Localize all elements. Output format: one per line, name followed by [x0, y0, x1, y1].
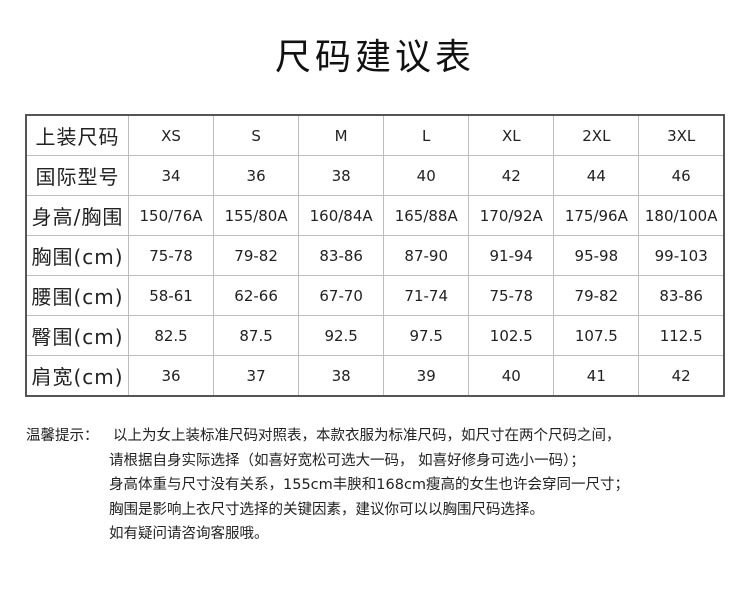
table-cell: 46 [638, 155, 725, 196]
table-cell: 42 [468, 155, 555, 196]
table-cell: 87.5 [213, 315, 300, 356]
table-cell: 95-98 [553, 235, 640, 276]
table-cell: 37 [213, 355, 300, 397]
table-cell: 165/88A [383, 195, 470, 236]
table-row: 腰围(cm) 58-61 62-66 67-70 71-74 75-78 79-82 83-8… [25, 275, 725, 316]
row-label: 胸围(cm) [25, 235, 129, 276]
table-cell: 75-78 [127, 235, 215, 276]
table-cell: 112.5 [638, 315, 725, 356]
table-cell: 34 [127, 155, 215, 196]
table-cell: 58-61 [127, 275, 215, 316]
table-cell: 82.5 [127, 315, 215, 356]
table-cell: 83-86 [638, 275, 725, 316]
table-cell: 180/100A [638, 195, 725, 236]
table-cell: 99-103 [638, 235, 725, 276]
table-cell: S [213, 114, 300, 156]
note-line: 如有疑问请咨询客服哦。 [109, 526, 269, 542]
size-chart-table: 上装尺码 XS S M L XL 2XL 3XL 国际型号 34 36 38 40 42 44 46 身高/胸围… [25, 114, 725, 397]
row-label: 肩宽(cm) [25, 355, 129, 397]
table-cell: 44 [553, 155, 640, 196]
table-cell: XS [127, 114, 215, 156]
page-title: 尺码建议表 [274, 37, 475, 78]
notes: 温馨提示： 以上为女上装标准尺码对照表，本款衣服为标准尺码，如尺寸在两个尺码之间… [26, 424, 629, 547]
table-cell: 107.5 [553, 315, 640, 356]
table-cell: 170/92A [468, 195, 555, 236]
table-row: 臀围(cm) 82.5 87.5 92.5 97.5 102.5 107.5 112.5 [25, 315, 725, 356]
note-line: 请根据自身实际选择（如喜好宽松可选大一码， 如喜好修身可选小一码）； [109, 452, 585, 469]
note-line: 胸围是影响上衣尺寸选择的关键因素，建议你可以以胸围尺码选择。 [109, 501, 544, 518]
table-cell: 102.5 [468, 315, 555, 356]
row-label: 腰围(cm) [25, 275, 129, 316]
note-line: 以上为女上装标准尺码对照表，本款衣服为标准尺码，如尺寸在两个尺码之间， [113, 428, 621, 444]
table-cell: 97.5 [383, 315, 470, 356]
row-label: 臀围(cm) [25, 315, 129, 356]
table-row: 国际型号 34 36 38 40 42 44 46 [25, 155, 725, 196]
table-cell: 62-66 [213, 275, 300, 316]
notes-label: 温馨提示： [26, 428, 99, 444]
table-cell: M [298, 114, 385, 156]
table-cell: 79-82 [553, 275, 640, 316]
table-cell: 160/84A [298, 195, 385, 236]
table-row: 肩宽(cm) 36 37 38 39 40 41 42 [25, 355, 725, 397]
note-line: 身高体重与尺寸没有关系，155cm丰腴和168cm瘦高的女生也许会穿同一尺寸； [109, 477, 630, 493]
table-cell: 36 [213, 155, 300, 196]
row-label: 国际型号 [25, 155, 129, 196]
table-cell: 39 [383, 355, 470, 397]
table-cell: 71-74 [383, 275, 470, 316]
table-row: 身高/胸围 150/76A 155/80A 160/84A 165/88A 170/92A… [25, 195, 725, 236]
table-cell: XL [468, 114, 555, 156]
row-label: 上装尺码 [25, 114, 129, 156]
table-cell: 40 [468, 355, 555, 397]
table-cell: 83-86 [298, 235, 385, 276]
table-cell: 2XL [553, 114, 640, 156]
table-cell: 150/76A [127, 195, 215, 236]
table-cell: 87-90 [383, 235, 470, 276]
table-cell: 75-78 [468, 275, 555, 316]
table-cell: 67-70 [298, 275, 385, 316]
table-row: 胸围(cm) 75-78 79-82 83-86 87-90 91-94 95-98 99-1… [25, 235, 725, 276]
table-cell: 36 [127, 355, 215, 397]
table-cell: 91-94 [468, 235, 555, 276]
table-cell: 41 [553, 355, 640, 397]
table-cell: 40 [383, 155, 470, 196]
table-cell: 155/80A [213, 195, 300, 236]
table-cell: 3XL [638, 114, 725, 156]
table-cell: 38 [298, 155, 385, 196]
table-row: 上装尺码 XS S M L XL 2XL 3XL [25, 114, 725, 156]
table-cell: 92.5 [298, 315, 385, 356]
table-cell: 79-82 [213, 235, 300, 276]
table-cell: 42 [638, 355, 725, 397]
table-cell: L [383, 114, 470, 156]
table-cell: 175/96A [553, 195, 640, 236]
table-cell: 38 [298, 355, 385, 397]
row-label: 身高/胸围 [25, 195, 129, 236]
